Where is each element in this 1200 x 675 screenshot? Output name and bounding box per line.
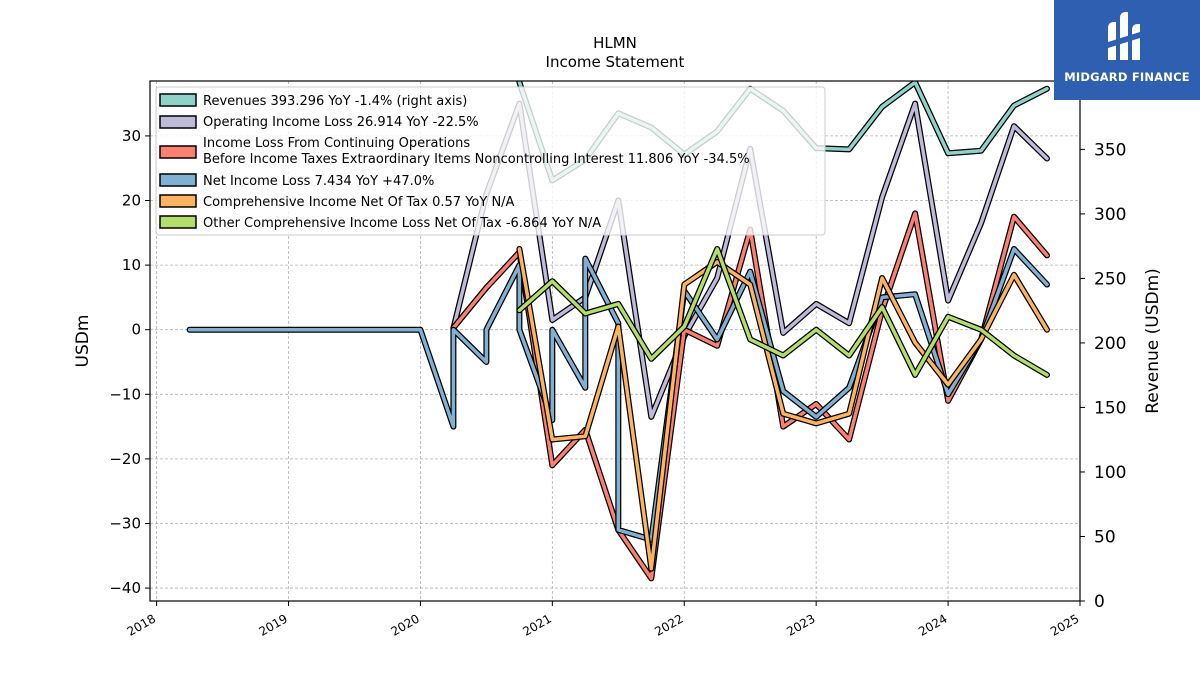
y-right-tick-label: 150 (1094, 398, 1126, 418)
y-right-tick-label: 250 (1094, 269, 1126, 289)
legend-swatch-other-comprehensive-income (159, 215, 197, 229)
brand-logo: MIDGARD FINANCE (1054, 0, 1200, 100)
series-3-line (187, 247, 1049, 542)
legend-swatch-operating-income (159, 115, 197, 129)
legend-item-other-comprehensive-income: Other Comprehensive Income Loss Net Of T… (159, 215, 601, 231)
legend-label-pretax-income-line1: Income Loss From Continuing Operations (203, 136, 470, 151)
y-right-tick-label: 100 (1094, 463, 1126, 483)
legend-swatch-pretax-income (159, 145, 197, 159)
y-tick-label: 30 (122, 127, 141, 145)
series-5-line (517, 247, 1049, 377)
y-tick-label: 0 (131, 321, 141, 339)
x-tick-label: 2020 (388, 611, 421, 638)
y-tick-label: −40 (109, 579, 141, 597)
y-tick-label: 10 (122, 256, 141, 274)
y-right-tick-label: 50 (1094, 527, 1116, 547)
y-tick-label: 20 (122, 192, 141, 210)
y-axis-label-right: Revenue (USDm) (1143, 268, 1163, 414)
y-right-tick-label: 300 (1094, 205, 1126, 225)
x-tick-label: 2021 (520, 611, 553, 638)
legend-box (155, 86, 826, 236)
legend-label-comprehensive-income: Comprehensive Income Net Of Tax 0.57 YoY… (203, 195, 515, 210)
legend-item-comprehensive-income: Comprehensive Income Net Of Tax 0.57 YoY… (159, 194, 515, 210)
legend-label-pretax-income-line2: Before Income Taxes Extraordinary Items … (203, 152, 750, 167)
midgard-m-logo-icon (1108, 12, 1140, 60)
legend: Revenues 393.296 YoY -1.4% (right axis) … (155, 86, 826, 236)
chart-title: HLMN (593, 34, 637, 52)
y-right-tick-label: 0 (1094, 592, 1105, 612)
legend-item-revenues: Revenues 393.296 YoY -1.4% (right axis) (159, 93, 467, 109)
legend-swatch-revenues (159, 93, 197, 107)
legend-swatch-comprehensive-income (159, 194, 197, 208)
legend-label-revenues: Revenues 393.296 YoY -1.4% (right axis) (203, 94, 467, 109)
x-tick-label: 2025 (1048, 611, 1081, 638)
x-tick-label: 2024 (916, 611, 949, 638)
series-4-line (517, 247, 1049, 571)
legend-item-pretax-income: Income Loss From Continuing Operations B… (159, 136, 750, 167)
x-tick-label: 2019 (257, 611, 290, 638)
legend-label-net-income: Net Income Loss 7.434 YoY +47.0% (203, 174, 434, 189)
y-right-tick-label: 350 (1094, 140, 1126, 160)
legend-label-other-comprehensive-income: Other Comprehensive Income Loss Net Of T… (203, 216, 601, 231)
legend-item-net-income: Net Income Loss 7.434 YoY +47.0% (159, 173, 434, 189)
y-tick-label: −10 (109, 385, 141, 403)
brand-name: MIDGARD FINANCE (1064, 70, 1190, 84)
legend-item-operating-income: Operating Income Loss 26.914 YoY -22.5% (159, 115, 479, 130)
x-tick-label: 2023 (784, 611, 817, 638)
y-tick-label: −30 (109, 514, 141, 532)
plot-frame (149, 80, 1081, 602)
y-axis-label-left: USDm (73, 315, 93, 368)
chart-subtitle: Income Statement (546, 53, 685, 71)
legend-label-operating-income: Operating Income Loss 26.914 YoY -22.5% (203, 115, 479, 130)
y-right-tick-label: 200 (1094, 334, 1126, 354)
y-tick-label: −20 (109, 450, 141, 468)
x-tick-label: 2018 (125, 611, 158, 638)
x-tick-label: 2022 (652, 611, 685, 638)
legend-swatch-net-income (159, 173, 197, 187)
